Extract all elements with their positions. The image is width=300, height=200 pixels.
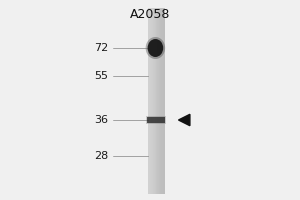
Bar: [159, 8, 160, 194]
Text: 36: 36: [94, 115, 108, 125]
Bar: [152, 8, 153, 194]
Bar: [151, 8, 152, 194]
Bar: [162, 8, 163, 194]
Bar: [148, 8, 164, 194]
Bar: [164, 8, 165, 194]
Bar: [156, 8, 157, 194]
Text: 28: 28: [94, 151, 108, 161]
Bar: [148, 8, 149, 194]
Text: A2058: A2058: [130, 8, 170, 21]
Bar: [146, 116, 166, 124]
Bar: [157, 8, 158, 194]
Text: 72: 72: [94, 43, 108, 53]
Bar: [150, 8, 151, 194]
Bar: [160, 8, 161, 194]
Bar: [149, 8, 150, 194]
Ellipse shape: [146, 37, 165, 59]
Ellipse shape: [148, 39, 163, 57]
Bar: [161, 8, 162, 194]
Bar: [163, 8, 164, 194]
Bar: [147, 117, 165, 123]
Bar: [153, 8, 154, 194]
Text: 55: 55: [94, 71, 108, 81]
Polygon shape: [178, 114, 190, 126]
Bar: [154, 8, 155, 194]
Bar: [155, 8, 156, 194]
